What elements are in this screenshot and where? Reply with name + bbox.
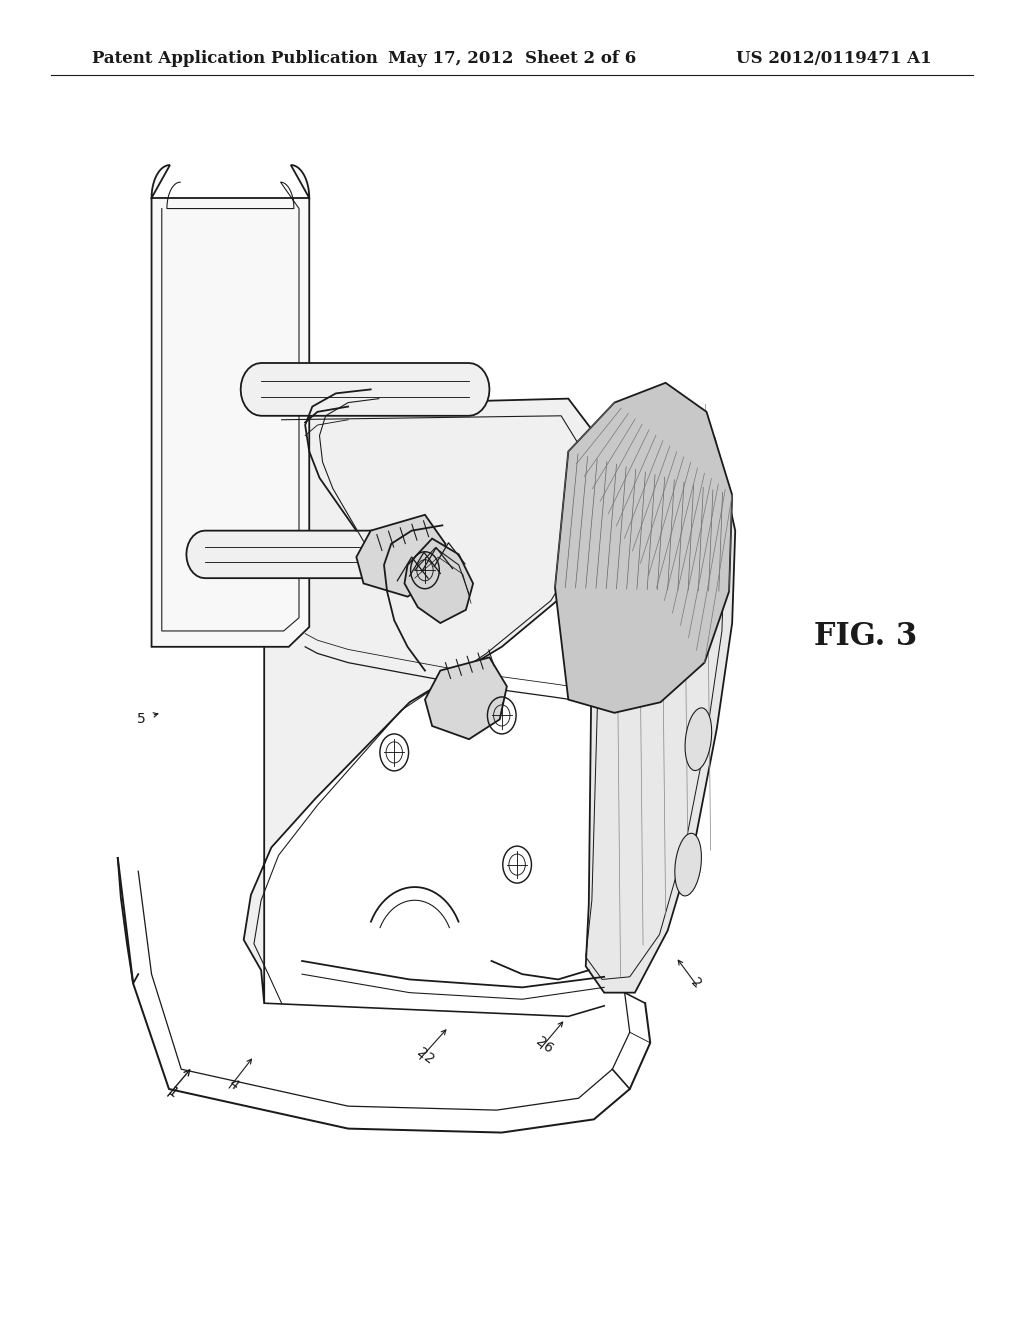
Text: 25b: 25b — [435, 704, 462, 717]
Text: 25a: 25a — [329, 556, 357, 585]
Text: 1: 1 — [164, 1085, 180, 1101]
Polygon shape — [586, 399, 735, 993]
Polygon shape — [425, 657, 507, 739]
Polygon shape — [244, 399, 614, 1003]
Text: 29: 29 — [628, 426, 646, 440]
Text: 24: 24 — [675, 743, 693, 756]
Text: FIG. 3: FIG. 3 — [814, 620, 918, 652]
Polygon shape — [152, 165, 309, 647]
Text: 4: 4 — [225, 1077, 242, 1093]
Text: 26: 26 — [534, 1035, 556, 1056]
Ellipse shape — [685, 708, 712, 771]
Polygon shape — [241, 363, 489, 416]
Text: US 2012/0119471 A1: US 2012/0119471 A1 — [736, 50, 932, 66]
Text: 27: 27 — [552, 405, 570, 418]
Polygon shape — [186, 531, 426, 578]
Polygon shape — [356, 515, 445, 597]
Text: 2: 2 — [688, 975, 705, 991]
Text: Patent Application Publication: Patent Application Publication — [92, 50, 378, 66]
Polygon shape — [555, 383, 732, 713]
Polygon shape — [404, 539, 473, 623]
Text: 23: 23 — [503, 590, 521, 603]
Text: 3a: 3a — [355, 441, 378, 462]
Text: 22: 22 — [414, 1045, 436, 1067]
Ellipse shape — [675, 833, 701, 896]
Ellipse shape — [671, 576, 697, 639]
Text: 5: 5 — [137, 713, 145, 726]
Text: May 17, 2012  Sheet 2 of 6: May 17, 2012 Sheet 2 of 6 — [388, 50, 636, 66]
Text: 3b: 3b — [214, 607, 232, 620]
